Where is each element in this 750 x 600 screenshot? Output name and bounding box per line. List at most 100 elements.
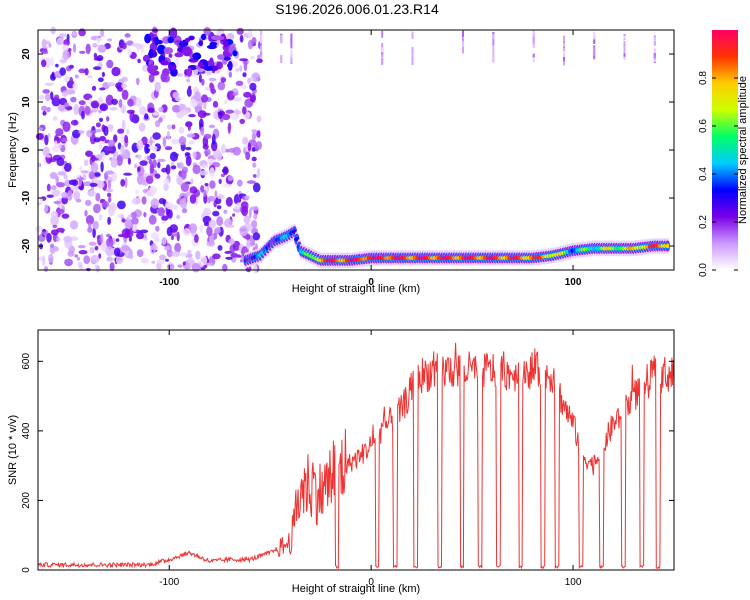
noise-cell (189, 186, 198, 194)
noise-cell (214, 153, 222, 158)
noise-cell (161, 236, 167, 245)
noise-cell (189, 194, 197, 204)
noise-cell (123, 172, 132, 176)
noise-cell (223, 56, 231, 61)
noise-cell (111, 171, 117, 182)
noise-cell (242, 106, 247, 115)
y-tick-label: -10 (21, 190, 32, 205)
noise-cell (45, 93, 51, 102)
noise-cell (166, 124, 172, 130)
noise-cell (145, 175, 154, 184)
noise-cell (85, 150, 93, 157)
noise-cell (99, 103, 109, 112)
noise-cell (180, 109, 189, 116)
noise-cell (92, 227, 96, 239)
noise-cell (260, 30, 263, 38)
noise-cell (42, 110, 47, 116)
noise-cell (226, 32, 235, 41)
noise-cell (223, 99, 228, 105)
noise-cell (121, 228, 131, 239)
noise-cell (151, 260, 156, 264)
noise-cell (250, 56, 255, 60)
y-tick-label: 0 (21, 567, 32, 573)
noise-cell (198, 118, 204, 129)
noise-cell (249, 206, 259, 211)
noise-cell (653, 41, 656, 46)
noise-cell (114, 150, 118, 157)
noise-cell (70, 185, 79, 192)
noise-cell (36, 202, 42, 206)
noise-cell (214, 227, 221, 234)
noise-cell (171, 124, 176, 130)
noise-cell (623, 40, 626, 46)
noise-cell (251, 129, 258, 133)
noise-cell (205, 86, 211, 91)
noise-cell (462, 40, 464, 48)
noise-cell (120, 144, 125, 155)
noise-cell (231, 92, 239, 96)
noise-cell (236, 27, 244, 35)
noise-cell (197, 62, 204, 68)
noise-cell (180, 182, 189, 192)
noise-cell (381, 57, 384, 66)
noise-cell (105, 233, 111, 238)
noise-cell (171, 251, 181, 257)
noise-cell (147, 64, 156, 74)
noise-cell (144, 143, 150, 155)
noise-cell (243, 215, 251, 224)
noise-cell (200, 185, 205, 193)
noise-cell (218, 111, 223, 119)
colorbar-tick-label: 0.2 (698, 215, 709, 229)
y-tick-label: -20 (21, 238, 32, 253)
noise-cell (53, 200, 62, 205)
noise-cell (139, 229, 149, 234)
noise-cell (97, 77, 104, 82)
noise-cell (186, 78, 191, 83)
noise-cell (135, 77, 140, 84)
noise-cell (116, 155, 123, 167)
noise-cell (201, 33, 207, 41)
noise-cell (204, 148, 211, 156)
noise-cell (462, 30, 464, 37)
noise-cell (67, 190, 73, 201)
noise-cell (106, 116, 110, 122)
colorbar: 0.0 0.2 0.4 0.6 0.8 Normalized spectral ampl… (698, 30, 749, 277)
noise-cell (131, 217, 139, 225)
noise-cell (45, 57, 51, 69)
noise-cell (69, 220, 79, 230)
noise-cell (157, 158, 166, 163)
noise-cell (187, 121, 191, 131)
noise-cell (50, 243, 54, 248)
noise-cell (233, 205, 241, 210)
noise-cell (62, 50, 70, 60)
noise-cell (148, 51, 154, 57)
noise-cell (137, 58, 141, 64)
noise-cell (198, 40, 204, 47)
noise-cell (141, 178, 146, 186)
noise-cell (84, 105, 91, 116)
x-tick-label: -100 (159, 277, 179, 288)
noise-cell (209, 57, 214, 67)
noise-cell (220, 77, 227, 83)
noise-cell (48, 253, 54, 264)
noise-cell (52, 145, 60, 153)
noise-cell (290, 33, 293, 41)
noise-cell (222, 49, 229, 58)
noise-cell (117, 200, 126, 210)
noise-cell (136, 249, 144, 258)
noise-cell (462, 45, 464, 54)
noise-cell (170, 165, 177, 170)
noise-cell (121, 218, 126, 223)
noise-cell (106, 237, 114, 248)
noise-cell (225, 196, 233, 207)
noise-cell (221, 113, 231, 121)
noise-cell (134, 163, 138, 169)
noise-cell (57, 171, 67, 176)
noise-cell (191, 262, 201, 273)
noise-cell (41, 105, 47, 112)
noise-cell (163, 178, 170, 185)
noise-cell (139, 106, 147, 116)
noise-cell (107, 179, 112, 190)
noise-cell (217, 81, 226, 91)
noise-cell (224, 250, 232, 254)
